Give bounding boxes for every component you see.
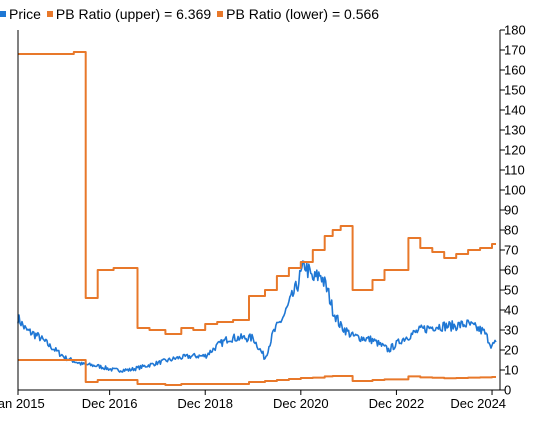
legend-swatch-pb-upper xyxy=(46,11,53,17)
y-tick-label: 70 xyxy=(504,243,518,258)
y-tick-label: 110 xyxy=(504,163,525,178)
legend-label-pb-lower: PB Ratio (lower) = 0.566 xyxy=(226,6,380,22)
y-tick-label: 80 xyxy=(504,223,518,238)
legend-swatch-pb-lower xyxy=(217,11,224,17)
series-line-pb-lower xyxy=(18,359,496,386)
x-tick-label: Dec 2020 xyxy=(273,396,329,411)
y-tick-label: 160 xyxy=(504,63,526,78)
y-tick-label: 30 xyxy=(504,323,518,338)
series-line-pb-upper xyxy=(18,51,496,335)
y-tick-label: 130 xyxy=(504,123,526,138)
y-tick-label: 90 xyxy=(504,203,518,218)
x-tick-label: Dec 2018 xyxy=(177,396,233,411)
y-tick-label: 150 xyxy=(504,83,526,98)
y-tick-label: 140 xyxy=(504,103,526,118)
legend-item-pb-lower[interactable]: PB Ratio (lower) = 0.566 xyxy=(217,6,379,22)
legend-item-pb-upper[interactable]: PB Ratio (upper) = 6.369 xyxy=(46,6,212,22)
legend-item-price[interactable]: Price xyxy=(0,6,41,22)
x-tick-label: Dec 2022 xyxy=(369,396,425,411)
y-tick-label: 40 xyxy=(504,303,518,318)
x-tick-label: Jan 2015 xyxy=(0,396,45,411)
y-tick-label: 20 xyxy=(504,343,518,358)
x-tick-label: Dec 2016 xyxy=(82,396,138,411)
legend-label-pb-upper: PB Ratio (upper) = 6.369 xyxy=(55,6,212,22)
y-tick-label: 120 xyxy=(504,143,526,158)
legend: Price PB Ratio (upper) = 6.369 PB Ratio … xyxy=(0,4,385,24)
y-tick-label: 60 xyxy=(504,263,518,278)
legend-label-price: Price xyxy=(9,6,41,22)
axes: 0 10 20 30 40 50 60 70 80 90 100 110 120 130 140 150 160… xyxy=(0,23,526,412)
y-tick-label: 0 xyxy=(504,383,511,398)
plot-lines xyxy=(17,51,497,386)
y-tick-label: 100 xyxy=(504,183,526,198)
x-tick-label: Dec 2024 xyxy=(450,396,506,411)
y-tick-label: 170 xyxy=(504,43,526,58)
y-tick-label: 180 xyxy=(504,23,526,38)
legend-swatch-price xyxy=(0,11,6,17)
y-tick-label: 50 xyxy=(504,283,518,298)
series-line-price xyxy=(17,260,497,373)
y-tick-label: 10 xyxy=(504,363,518,378)
